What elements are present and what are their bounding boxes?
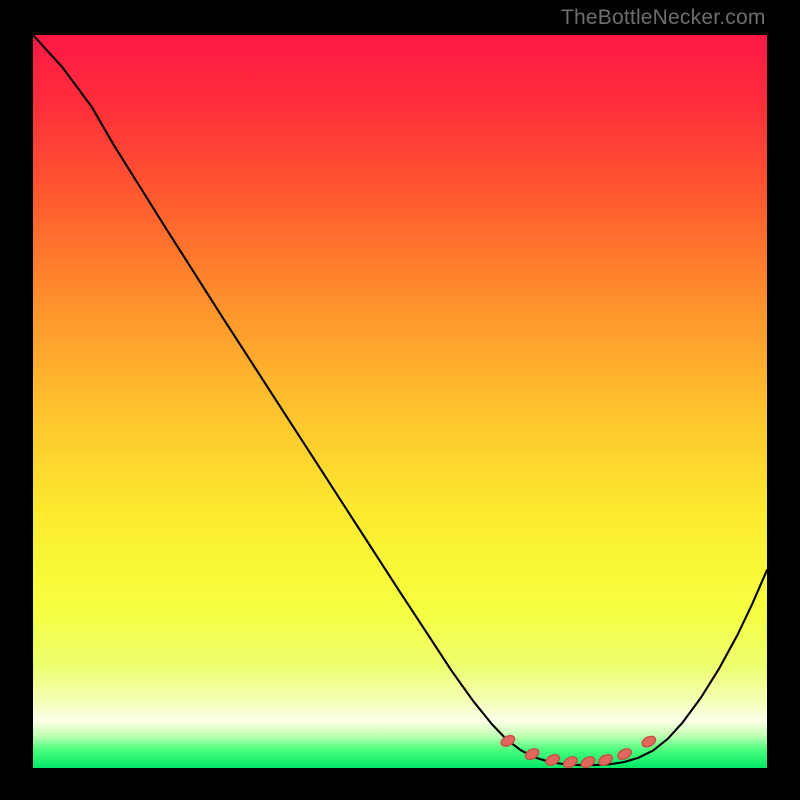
watermark-text: TheBottleNecker.com <box>561 6 766 30</box>
plot-svg <box>33 35 767 768</box>
heat-gradient <box>33 35 767 768</box>
bottleneck-plot <box>33 35 767 768</box>
